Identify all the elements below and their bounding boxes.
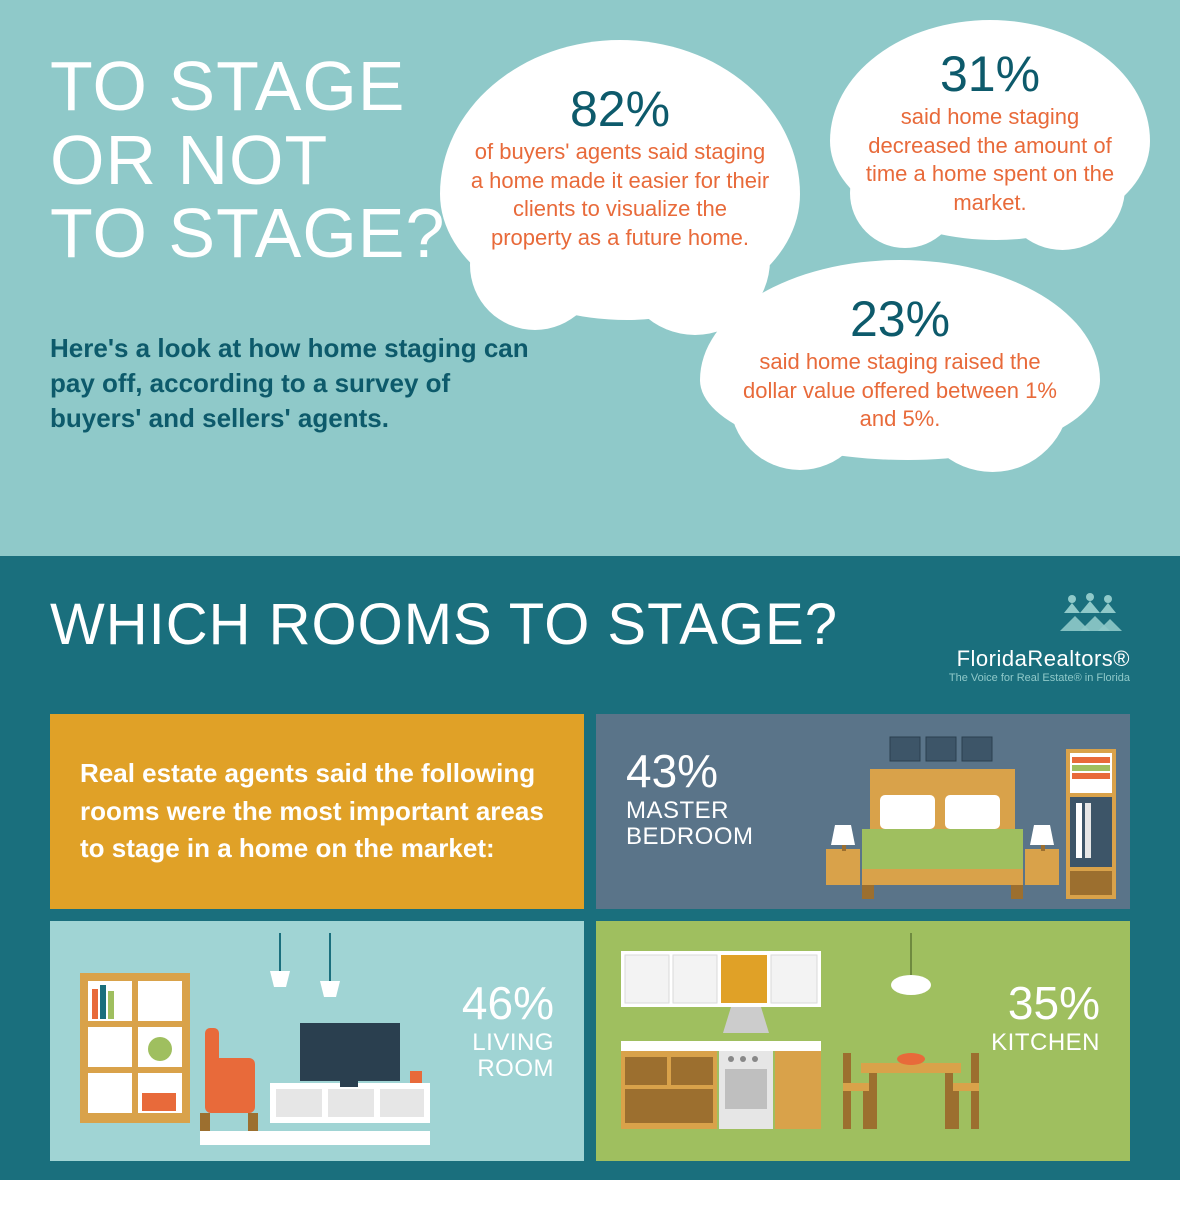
stat-cloud-1: 82% of buyers' agents said staging a hom… <box>440 40 800 320</box>
stat-text-3: said home staging raised the dollar valu… <box>730 348 1070 434</box>
title-line-1: TO STAGE <box>50 47 405 125</box>
kitchen-illustration-icon <box>611 933 1011 1153</box>
title-line-2: OR NOT <box>50 121 328 199</box>
room-card-kitchen: 35% KITCHEN <box>596 921 1130 1161</box>
logo-icon <box>949 591 1130 641</box>
stat-cloud-3: 23% said home staging raised the dollar … <box>700 260 1100 460</box>
title-line-3: TO STAGE? <box>50 194 445 272</box>
living-illustration-icon <box>70 933 440 1153</box>
subtitle: Here's a look at how home staging can pa… <box>50 331 530 436</box>
bottom-section: WHICH ROOMS TO STAGE? <box>0 556 1180 1180</box>
bedroom-pct: 43% <box>626 744 754 798</box>
stat-text-1: of buyers' agents said staging a home ma… <box>470 138 770 252</box>
section-title: WHICH ROOMS TO STAGE? <box>50 591 838 658</box>
stat-text-2: said home staging decreased the amount o… <box>855 103 1125 217</box>
section-header: WHICH ROOMS TO STAGE? <box>50 591 1130 684</box>
top-section: TO STAGE OR NOT TO STAGE? Here's a look … <box>0 0 1180 556</box>
room-card-bedroom: 43% MASTER BEDROOM <box>596 714 1130 909</box>
living-label: LIVING ROOM <box>472 1029 554 1082</box>
stat-pct-2: 31% <box>855 45 1125 103</box>
stat-cloud-2: 31% said home staging decreased the amou… <box>830 20 1150 240</box>
logo-tagline: The Voice for Real Estate® in Florida <box>949 672 1130 684</box>
living-pct: 46% <box>462 976 554 1030</box>
logo-name: FloridaRealtors® <box>949 646 1130 672</box>
stat-pct-1: 82% <box>470 80 770 138</box>
intro-card: Real estate agents said the following ro… <box>50 714 584 909</box>
bedroom-illustration-icon <box>780 729 1120 904</box>
source-citation: Source: National Association of Realtors… <box>50 1187 1130 1213</box>
bedroom-label: MASTER BEDROOM <box>626 797 754 850</box>
logo: FloridaRealtors® The Voice for Real Esta… <box>949 591 1130 684</box>
room-card-living: 46% LIVING ROOM <box>50 921 584 1161</box>
intro-text: Real estate agents said the following ro… <box>80 755 554 868</box>
stat-pct-3: 23% <box>730 290 1070 348</box>
rooms-grid: Real estate agents said the following ro… <box>50 714 1130 1161</box>
